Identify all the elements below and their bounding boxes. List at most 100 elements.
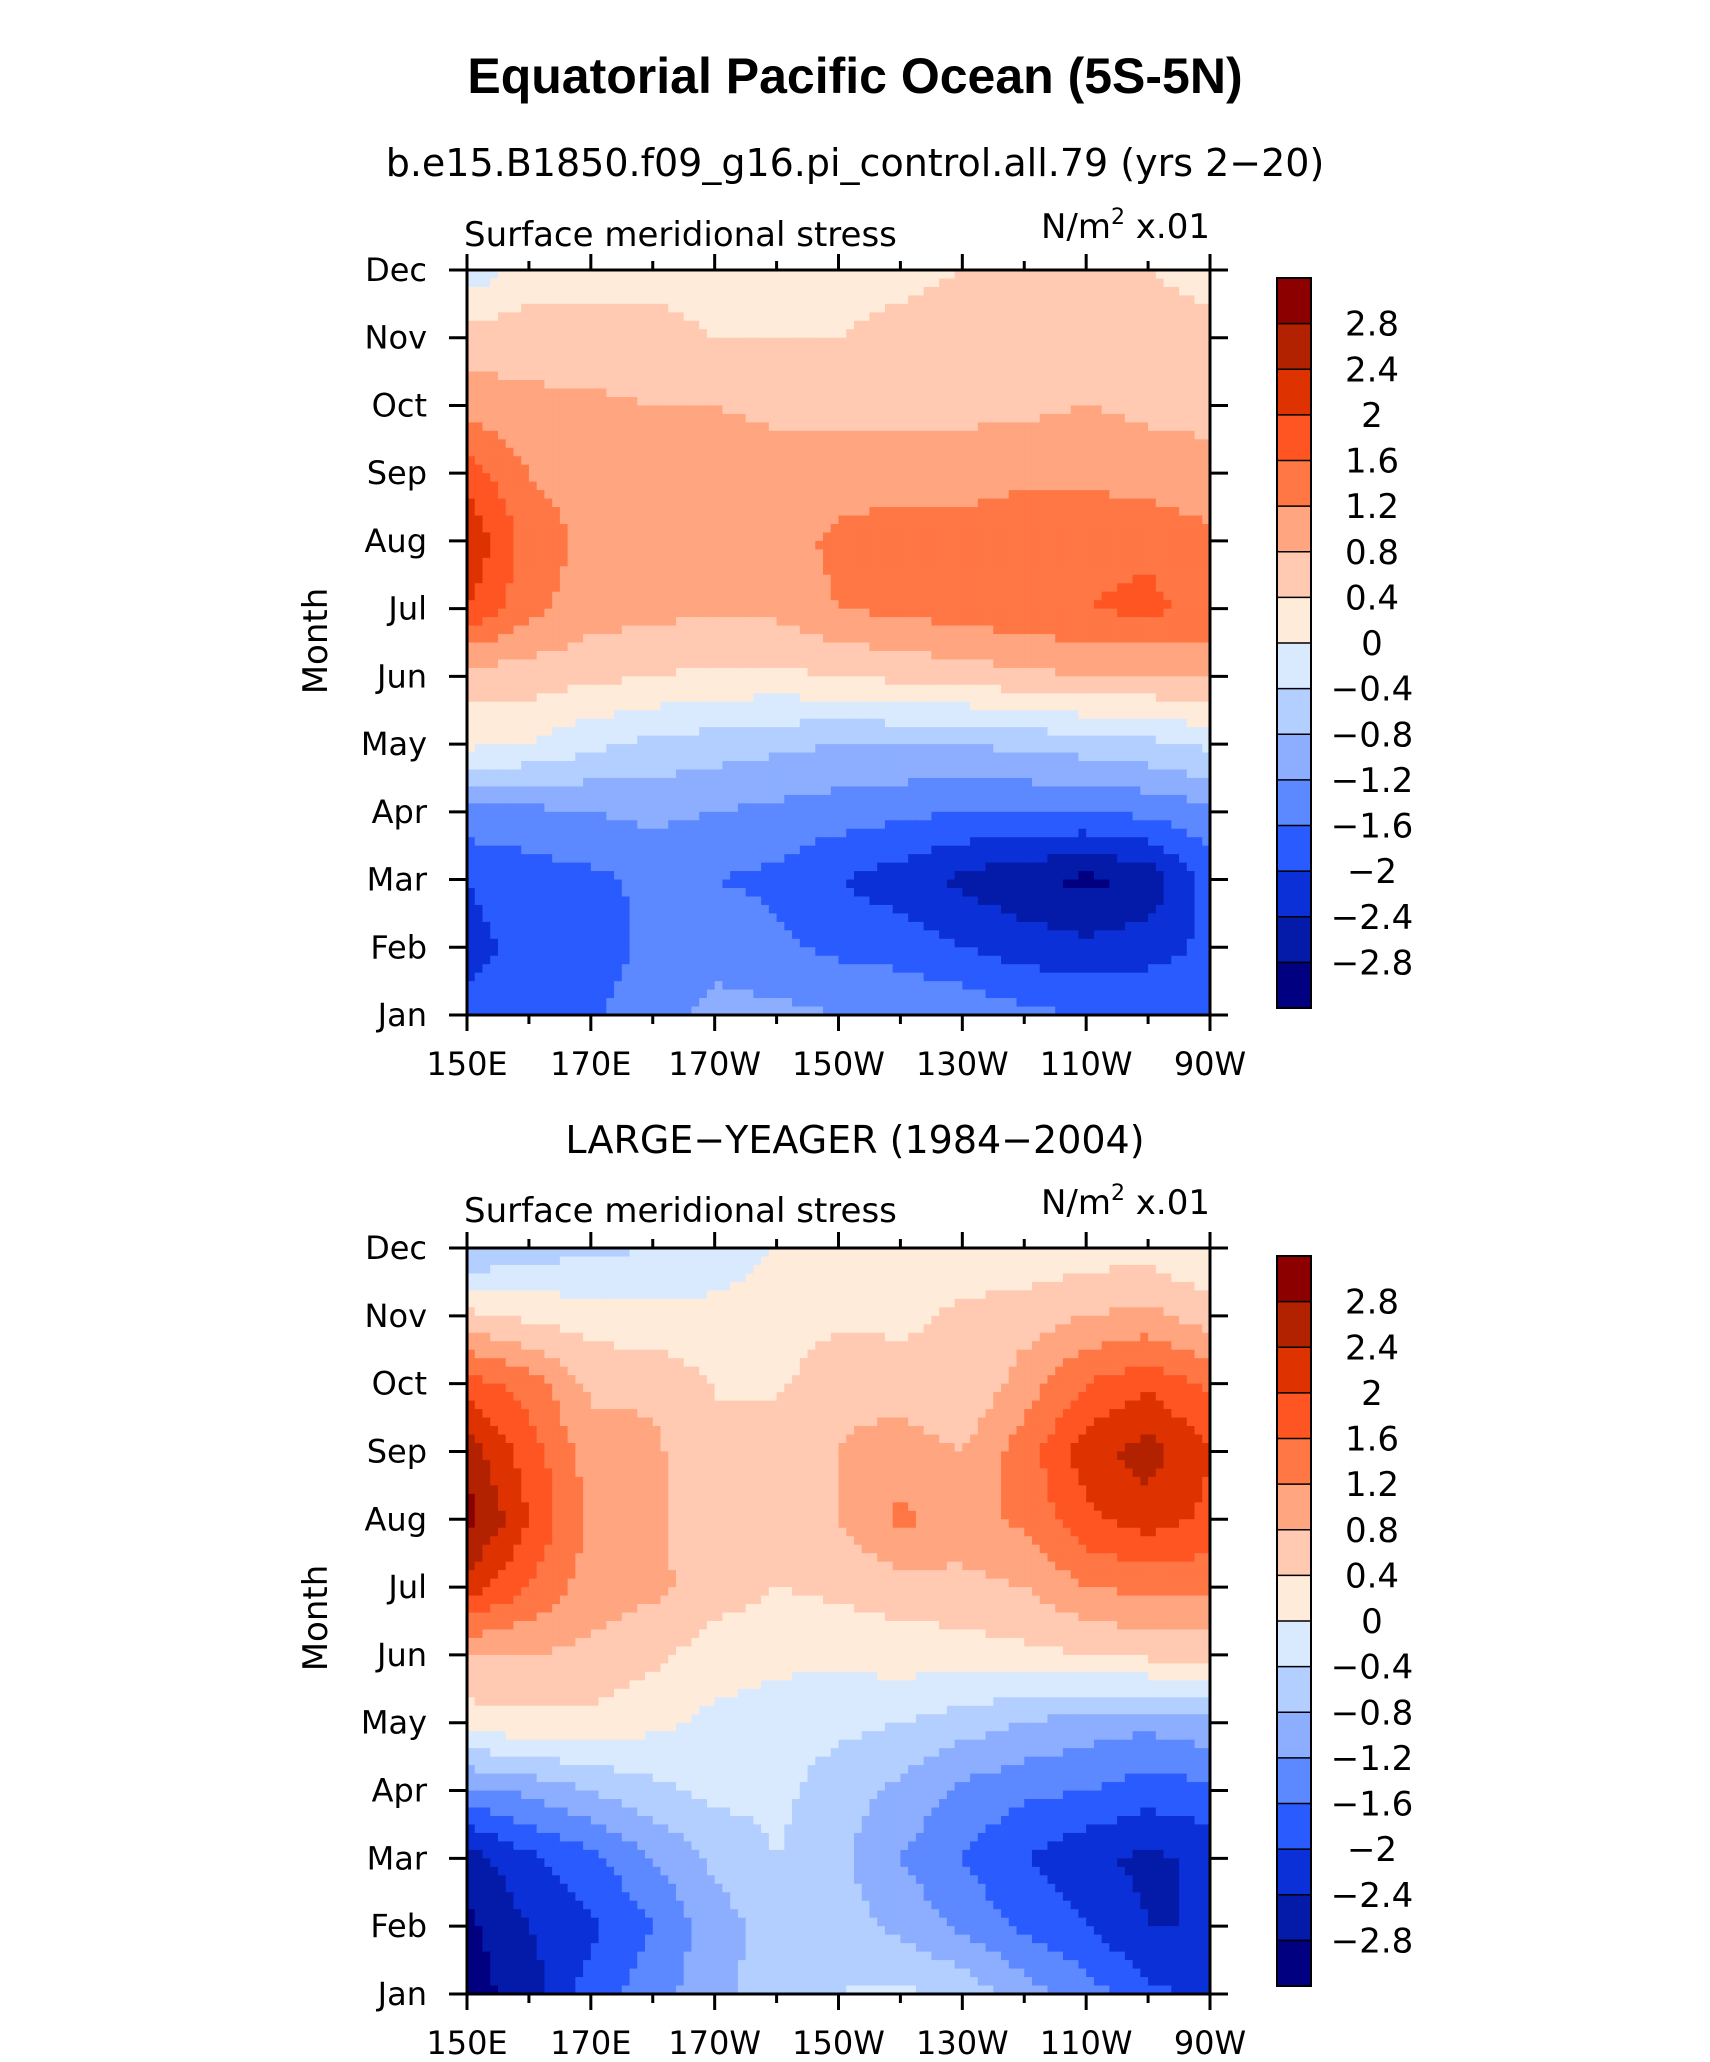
contour-cell	[1039, 583, 1049, 593]
contour-cell	[954, 413, 964, 424]
contour-cell	[652, 320, 662, 330]
contour-cell	[528, 583, 538, 593]
contour-cell	[1124, 456, 1134, 466]
contour-cell	[668, 439, 677, 449]
contour-cell	[1062, 684, 1072, 694]
contour-cell	[884, 312, 894, 322]
contour-cell	[799, 337, 809, 347]
contour-cell	[598, 329, 608, 339]
contour-cell	[590, 371, 600, 381]
contour-cell	[737, 574, 747, 584]
contour-cell	[513, 532, 522, 542]
contour-cell	[939, 363, 948, 373]
contour-cell	[482, 388, 491, 398]
contour-cell	[915, 413, 925, 424]
contour-cell	[467, 396, 476, 407]
contour-cell	[544, 515, 553, 525]
contour-cell	[737, 346, 747, 356]
contour-cell	[645, 312, 654, 322]
contour-cell	[993, 481, 1002, 491]
contour-cell	[939, 490, 948, 500]
contour-cell	[575, 515, 584, 525]
contour-cell	[559, 523, 569, 534]
contour-cell	[1039, 473, 1049, 483]
contour-cell	[699, 549, 708, 559]
contour-cell	[823, 371, 832, 381]
contour-cell	[761, 490, 770, 500]
contour-cell	[691, 642, 700, 652]
contour-cell	[513, 557, 522, 568]
contour-cell	[1001, 430, 1010, 441]
contour-cell	[846, 363, 855, 373]
contour-cell	[792, 566, 801, 576]
contour-cell	[706, 693, 716, 703]
contour-cell	[1109, 676, 1118, 686]
contour-cell	[521, 684, 530, 694]
contour-cell	[1202, 566, 1211, 576]
contour-cell	[939, 515, 948, 525]
contour-cell	[645, 396, 654, 407]
contour-cell	[1001, 634, 1010, 644]
contour-cell	[1155, 650, 1165, 661]
contour-cell	[1148, 405, 1157, 415]
contour-cell	[1186, 481, 1196, 491]
contour-cell	[497, 363, 507, 373]
contour-cell	[706, 625, 716, 635]
contour-cell	[474, 650, 484, 661]
contour-cell	[1055, 380, 1064, 390]
contour-cell	[1171, 515, 1180, 525]
contour-cell	[776, 667, 786, 678]
contour-cell	[815, 413, 824, 424]
contour-cell	[722, 642, 731, 652]
contour-cell	[1024, 439, 1033, 449]
contour-cell	[1148, 337, 1157, 347]
contour-cell	[730, 354, 739, 364]
contour-cell	[737, 371, 747, 381]
contour-cell	[505, 625, 515, 635]
contour-cell	[869, 413, 878, 424]
contour-cell	[590, 667, 600, 678]
contour-cell	[985, 642, 994, 652]
contour-cell	[730, 498, 739, 508]
contour-cell	[598, 701, 608, 711]
contour-cell	[853, 278, 863, 288]
contour-cell	[985, 549, 994, 559]
contour-cell	[1179, 566, 1188, 576]
contour-cell	[683, 320, 693, 330]
contour-cell	[753, 380, 762, 390]
contour-cell	[884, 270, 894, 280]
contour-cell	[853, 667, 863, 678]
contour-cell	[853, 507, 863, 517]
contour-cell	[915, 650, 925, 661]
contour-cell	[552, 693, 561, 703]
contour-cell	[1070, 684, 1080, 694]
contour-cell	[1155, 388, 1165, 398]
contour-cell	[1008, 473, 1018, 483]
contour-cell	[737, 354, 747, 364]
contour-cell	[931, 557, 940, 568]
contour-cell	[993, 532, 1002, 542]
contour-cell	[1047, 346, 1056, 356]
contour-cell	[637, 422, 646, 432]
contour-cell	[1194, 473, 1203, 483]
contour-cell	[675, 650, 685, 661]
contour-cell	[753, 566, 762, 576]
contour-cell	[1163, 608, 1172, 618]
contour-cell	[1171, 286, 1180, 297]
contour-cell	[970, 481, 979, 491]
contour-cell	[807, 540, 816, 551]
contour-cell	[1001, 405, 1010, 415]
contour-cell	[536, 498, 546, 508]
contour-cell	[900, 371, 909, 381]
contour-cell	[497, 303, 507, 314]
contour-cell	[1055, 676, 1064, 686]
contour-cell	[823, 396, 832, 407]
contour-cell	[761, 507, 770, 517]
contour-cell	[1117, 600, 1126, 610]
contour-cell	[675, 371, 685, 381]
contour-cell	[675, 481, 685, 491]
contour-cell	[1148, 693, 1157, 703]
contour-cell	[815, 498, 824, 508]
contour-cell	[1194, 515, 1203, 525]
contour-cell	[652, 600, 662, 610]
